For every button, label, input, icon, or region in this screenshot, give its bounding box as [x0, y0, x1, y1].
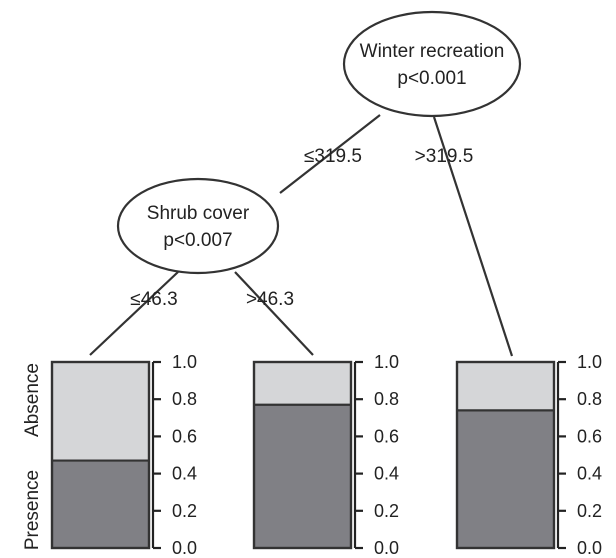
bar-2-tick-label-3: 0.6	[374, 426, 399, 446]
bar-2-tick-label-2: 0.4	[374, 464, 399, 484]
bar-3-frame	[455, 360, 556, 550]
bar-3-tick-label-1: 0.2	[577, 501, 602, 521]
bar-3-absence	[457, 362, 554, 411]
bar-1-tick-label-1: 0.2	[172, 501, 197, 521]
child-node: Shrub cover p<0.007	[116, 177, 280, 275]
ylabel-presence: Presence	[22, 470, 43, 550]
bar-3-tick-label-5: 1.0	[577, 352, 602, 372]
bar-2-tick-label-1: 0.2	[374, 501, 399, 521]
bar-3-tick-label-3: 0.6	[577, 426, 602, 446]
edge-label-child-left: ≤46.3	[130, 289, 177, 310]
edge-label-root-right: >319.5	[415, 146, 474, 167]
bar-1-frame	[50, 360, 151, 550]
bar-3-presence	[457, 410, 554, 548]
bar-1-tick-label-5: 1.0	[172, 352, 197, 372]
bar-1-tick-label-0: 0.0	[172, 538, 197, 558]
bar-1-tick-label-2: 0.4	[172, 464, 197, 484]
root-node-ellipse	[342, 10, 522, 118]
root-node: Winter recreation p<0.001	[342, 10, 522, 118]
bar-2-absence	[254, 362, 351, 405]
child-node-title: Shrub cover	[147, 203, 250, 224]
terminal-bars: 0.0 0.2 0.4 0.6 0.8 1.0 0.0 0.2 0.4 0.6 0.8 1.0 0.0 0…	[50, 352, 602, 558]
child-node-pvalue: p<0.007	[163, 230, 232, 251]
bar-3-tick-label-2: 0.4	[577, 464, 602, 484]
edge-root-left	[279, 114, 381, 194]
bar-1-tick-label-4: 0.8	[172, 389, 197, 409]
bar-2-tick-label-4: 0.8	[374, 389, 399, 409]
bar-1-tick-label-3: 0.6	[172, 426, 197, 446]
edge-root-right	[432, 116, 514, 357]
bar-2-tick-label-0: 0.0	[374, 538, 399, 558]
ylabel-absence: Absence	[22, 363, 43, 437]
bar-3-tick-label-4: 0.8	[577, 389, 602, 409]
bar-1-absence	[52, 362, 149, 461]
bar-3-tick-label-0: 0.0	[577, 538, 602, 558]
root-node-pvalue: p<0.001	[397, 68, 466, 89]
edge-label-child-right: >46.3	[246, 289, 294, 310]
edge-label-root-left: ≤319.5	[304, 146, 362, 167]
bar-1-presence	[52, 460, 149, 548]
bar-2-frame	[252, 360, 353, 550]
child-node-ellipse	[116, 177, 280, 275]
bar-2-tick-label-5: 1.0	[374, 352, 399, 372]
bar-2-presence	[254, 404, 351, 548]
root-node-title: Winter recreation	[360, 41, 505, 62]
edge-child-left	[89, 271, 179, 356]
edge-child-right	[234, 271, 314, 356]
